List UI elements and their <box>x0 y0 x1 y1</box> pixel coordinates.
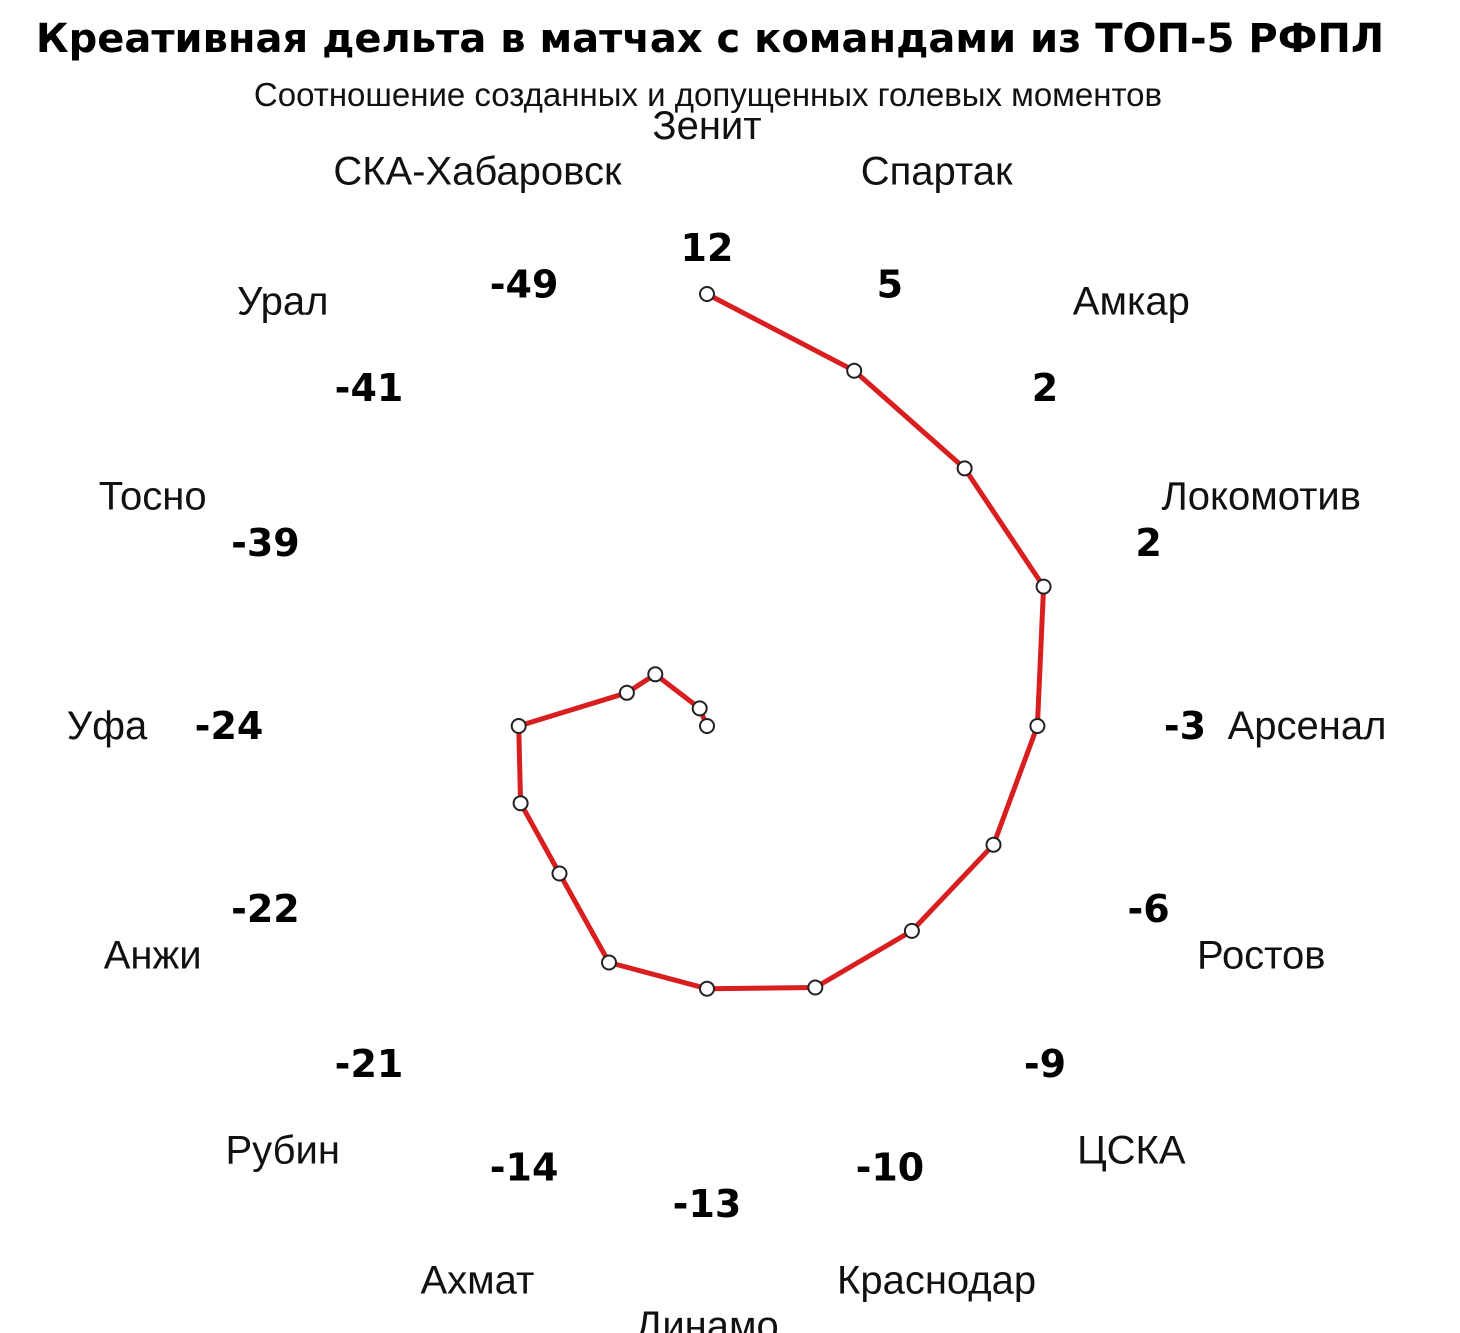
data-point <box>601 954 617 971</box>
data-point <box>956 460 973 477</box>
team-label: Анжи <box>104 934 202 978</box>
data-point <box>903 922 920 939</box>
team-label: Ахмат <box>420 1258 534 1302</box>
value-label: -3 <box>1164 704 1206 748</box>
chart-subtitle: Соотношение созданных и допущенных голев… <box>254 76 1162 113</box>
team-label: Урал <box>237 280 328 324</box>
data-points <box>510 286 1052 997</box>
series-line <box>516 291 1047 992</box>
team-label: Зенит <box>652 104 761 148</box>
team-label: Спартак <box>861 150 1013 194</box>
team-label: СКА-Хабаровск <box>333 150 622 194</box>
team-label: Арсенал <box>1228 704 1387 748</box>
team-label: Уфа <box>67 704 148 748</box>
team-label: ЦСКА <box>1077 1128 1186 1172</box>
value-label: -14 <box>490 1146 559 1190</box>
value-label: -41 <box>335 366 404 410</box>
value-label: -10 <box>856 1146 925 1190</box>
value-labels: 12 5 2 2 -3 -6 -9 -10 -13 -14 -21 -22 -24 -39 -41 -49 <box>195 226 1206 1226</box>
data-point <box>1029 718 1046 734</box>
data-point <box>1035 578 1052 595</box>
value-label: -24 <box>195 704 264 748</box>
value-label: -21 <box>335 1042 404 1086</box>
value-label: 12 <box>681 226 734 270</box>
value-label: -9 <box>1024 1042 1066 1086</box>
team-label: Ростов <box>1197 934 1326 978</box>
data-point <box>647 666 664 683</box>
value-label: -39 <box>231 521 300 565</box>
team-labels: Зенит Спартак Амкар Локомотив Арсенал Ростов Ц… <box>67 104 1387 1333</box>
team-label: Динамо <box>635 1304 779 1333</box>
chart-title: Креативная дельта в матчах с командами и… <box>36 16 1384 62</box>
data-point <box>512 795 529 812</box>
data-point <box>699 980 715 997</box>
team-label: Амкар <box>1073 280 1190 324</box>
value-label: -13 <box>673 1182 742 1226</box>
value-label: 2 <box>1032 366 1058 410</box>
data-point <box>985 836 1002 853</box>
data-point <box>618 684 635 701</box>
data-point <box>691 700 708 717</box>
team-label: Локомотив <box>1162 474 1361 518</box>
center-point <box>699 718 715 734</box>
data-point <box>699 286 715 302</box>
value-label: 5 <box>877 262 903 306</box>
team-label: Тосно <box>99 474 207 518</box>
value-label: 2 <box>1135 521 1161 565</box>
team-label: Рубин <box>225 1128 339 1172</box>
value-label: -6 <box>1127 887 1169 931</box>
data-point <box>510 718 527 734</box>
data-point <box>846 362 863 379</box>
data-point <box>807 979 824 996</box>
value-label: -49 <box>490 262 559 306</box>
team-label: Краснодар <box>837 1258 1036 1302</box>
data-point <box>551 865 568 882</box>
value-label: -22 <box>231 887 300 931</box>
